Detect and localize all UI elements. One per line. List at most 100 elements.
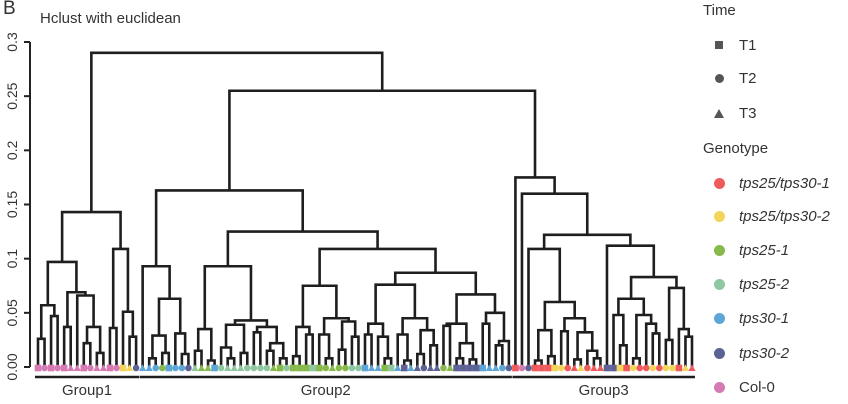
dendrogram-link	[605, 244, 656, 367]
dendrogram-link	[458, 341, 475, 360]
color-dot-icon	[713, 278, 725, 290]
dendrogram-link	[95, 351, 105, 367]
dendrogram-link	[592, 357, 602, 367]
leaf-marker-square	[538, 364, 545, 372]
dendrogram-link	[572, 358, 583, 367]
dendrogram-link	[39, 303, 56, 339]
legend-item-genotype: tps25/tps30-1	[713, 173, 830, 193]
legend-item-genotype: tps25-1	[713, 240, 789, 260]
dendrogram-link	[350, 335, 360, 367]
dendrogram-link	[419, 328, 435, 354]
leaf-marker-square	[80, 364, 88, 372]
dendrogram-link	[265, 349, 275, 367]
leaf-marker-circle	[649, 364, 657, 372]
dendrogram-link	[151, 334, 167, 359]
leaf-marker-triangle	[191, 364, 199, 371]
leaf-marker-triangle	[446, 364, 454, 371]
leaf-marker-circle	[662, 364, 670, 372]
dendrogram-link	[520, 192, 589, 367]
leaf-marker-circle	[322, 364, 330, 372]
leaf-marker-square	[479, 364, 487, 372]
dendrogram-link	[318, 247, 437, 286]
y-tick-label: 0.1	[4, 249, 20, 269]
legend-item-genotype: tps30-1	[713, 308, 789, 328]
dendrogram-link	[455, 293, 497, 324]
leaf-marker-triangle	[374, 364, 382, 371]
dendrogram-link	[401, 316, 429, 335]
leaf-marker-triangle	[125, 364, 134, 371]
leaf-marker-square	[466, 364, 473, 372]
dendrogram-link	[617, 297, 646, 315]
leaf-marker-circle	[113, 364, 120, 372]
dendrogram-link	[157, 297, 182, 336]
dendrogram-link	[46, 260, 78, 306]
dendrogram-link	[90, 51, 384, 213]
dendrogram-link	[468, 358, 478, 367]
dendrogram-link	[160, 351, 171, 367]
legend-item-genotype: tps30-2	[713, 343, 789, 363]
chart-title: Hclust with euclidean	[40, 10, 181, 27]
leaf-marker-triangle	[237, 364, 245, 371]
leaf-marker-circle	[335, 364, 343, 372]
leaf-marker-circle	[669, 364, 676, 372]
leaf-marker-circle	[564, 364, 572, 372]
y-tick-label: 0.25	[4, 82, 20, 109]
dendrogram-link	[514, 176, 556, 367]
leaf-marker-triangle	[224, 364, 232, 371]
dendrogram-link	[121, 310, 135, 367]
leaf-marker-triangle	[145, 364, 153, 371]
leaf-marker-square	[623, 364, 630, 372]
leaf-marker-square	[472, 364, 480, 372]
panel-label: B	[3, 0, 16, 19]
dendrogram-link	[255, 325, 279, 344]
leaf-marker-circle	[440, 364, 447, 372]
leaf-marker-triangle	[139, 364, 147, 371]
dendrogram-link	[36, 337, 46, 367]
dendrogram-link	[635, 313, 653, 359]
leaf-marker-triangle	[590, 364, 598, 371]
leaf-marker-square	[610, 364, 617, 372]
leaf-marker-square	[544, 364, 552, 372]
leaf-marker-square	[106, 364, 114, 372]
dendrogram-link	[684, 335, 694, 367]
leaf-marker-square	[616, 364, 624, 372]
leaf-marker-circle	[518, 364, 526, 372]
dendrogram-link	[85, 325, 102, 353]
legend-item-genotype: Col-0	[713, 377, 775, 397]
leaf-marker-triangle	[570, 364, 578, 371]
leaf-marker-square	[34, 364, 42, 372]
leaf-marker-circle	[636, 364, 643, 372]
leaf-marker-square	[211, 364, 218, 372]
leaf-marker-circle	[499, 364, 506, 372]
leaf-marker-circle	[87, 364, 94, 372]
dendrogram-link	[252, 331, 262, 367]
color-dot-icon	[713, 244, 725, 256]
y-tick-label: 0.15	[4, 191, 20, 218]
dendrogram-link	[193, 349, 203, 367]
leaf-marker-square	[309, 364, 316, 372]
leaf-marker-square	[276, 364, 284, 372]
color-dot-icon	[713, 210, 725, 222]
dendrogram-link	[111, 247, 130, 328]
color-dot-icon	[713, 381, 725, 393]
legend-item-genotype: tps25/tps30-2	[713, 206, 830, 226]
dendrogram-link	[664, 338, 674, 367]
dendrogram-link	[576, 331, 594, 360]
dendrogram-link	[374, 283, 417, 324]
legend-item-t3: T3	[713, 103, 757, 123]
dendrogram-link	[304, 333, 314, 367]
dendrogram-link	[543, 300, 576, 331]
leaf-marker-square	[361, 364, 369, 372]
dendrogram-link	[228, 89, 537, 191]
y-tick-label: 0.2	[4, 140, 20, 160]
dendrogram-link	[62, 325, 72, 367]
leaf-marker-circle	[158, 364, 166, 372]
dendrogram-link	[376, 335, 390, 367]
dendrogram-link	[537, 328, 553, 361]
leaf-marker-square	[387, 364, 395, 372]
group-label: Group3	[579, 382, 629, 399]
dendrogram-link	[481, 322, 491, 367]
dendrogram-link	[301, 284, 338, 327]
dendrogram-link	[612, 313, 625, 367]
dendrogram-link	[442, 324, 452, 367]
